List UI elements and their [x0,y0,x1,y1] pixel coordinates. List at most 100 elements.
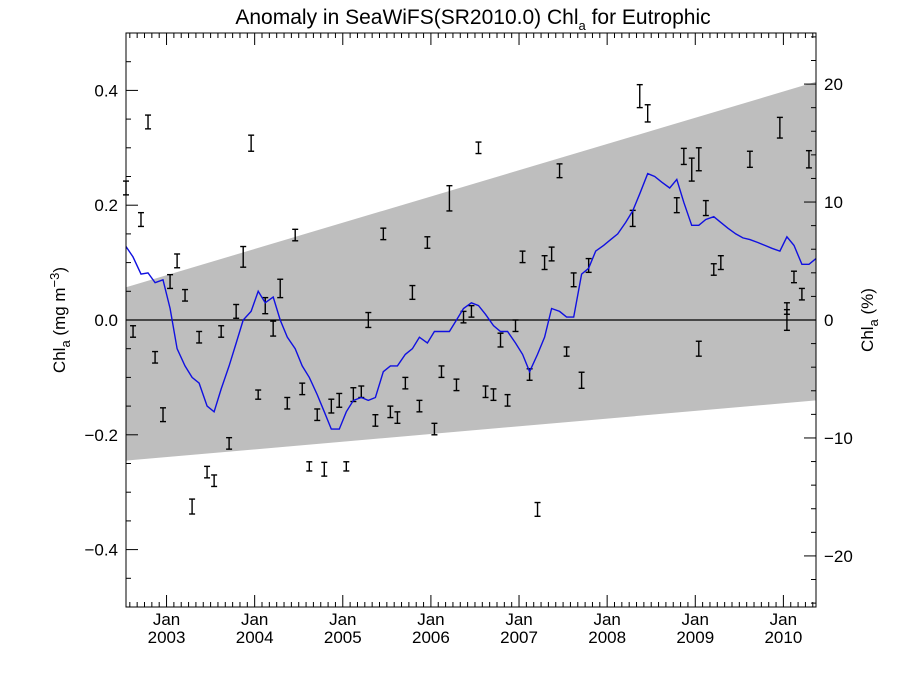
errorbar-point [695,147,702,172]
errorbar-point [292,228,299,242]
errorbar-point [512,319,519,333]
y-left-tick-label: 0.4 [94,81,118,100]
errorbar-point [365,311,372,329]
errorbar-point [233,303,240,319]
x-tick-label-month: Jan [593,610,620,629]
y-axis-left-label: Chla (mg m−3) [47,267,73,373]
x-tick-label-month: Jan [417,610,444,629]
x-tick-label-year: 2004 [236,628,274,647]
line-layer [125,172,817,430]
errorbar-point [137,211,144,228]
errorbar-point [805,149,812,169]
errorbar-point [130,325,137,338]
errorbar-point [548,246,555,262]
errorbar-point [688,157,695,182]
errorbar-point [790,270,797,284]
errorbar-point [717,255,724,271]
x-tick-label-year: 2008 [588,628,626,647]
errorbar-point [167,273,174,290]
trend-band [126,81,816,461]
errorbar-point [585,257,592,274]
y-right-tick-label: 20 [824,75,843,94]
errorbar-point [453,378,460,392]
x-tick-label-year: 2010 [764,628,802,647]
errorbar-point [680,147,687,166]
x-tick-label-month: Jan [505,610,532,629]
errorbar-point [211,474,218,488]
errorbar-point [255,389,262,400]
errorbar-point [490,388,497,402]
errorbar-point [299,382,306,396]
errorbar-point [482,385,489,399]
running-mean-line [125,172,817,430]
errorbar-point [145,114,152,130]
y-left-tick-label: −0.4 [84,541,118,560]
y-left-tick-label: 0.2 [94,196,118,215]
axes-layer: Jan2003Jan2004Jan2005Jan2006Jan2007Jan20… [84,32,853,647]
errorbar-point [174,253,181,269]
x-tick-label-month: Jan [770,610,797,629]
errorbar-point [695,340,702,357]
x-tick-label-year: 2007 [500,628,538,647]
errorbar-layer [123,83,812,518]
errorbar-point [270,320,277,337]
y-right-tick-label: 10 [824,193,843,212]
errorbar-point [746,150,753,169]
errorbar-point [248,134,255,152]
x-tick-label-month: Jan [329,610,356,629]
x-tick-label-month: Jan [682,610,709,629]
errorbar-point [321,461,328,477]
errorbar-point [277,278,284,299]
errorbar-point [636,83,643,109]
errorbar-point [534,501,541,518]
x-tick-label-month: Jan [153,610,180,629]
errorbar-point [416,399,423,413]
errorbar-point [314,408,321,422]
errorbar-point [409,284,416,301]
errorbar-point [394,411,401,425]
errorbar-point [519,250,526,264]
errorbar-point [189,498,196,515]
confidence-band-layer [126,81,816,461]
errorbar-point [372,414,379,427]
errorbar-point [776,116,783,139]
errorbar-point [182,288,189,302]
errorbar-point [387,405,394,419]
errorbar-point [343,461,350,472]
errorbar-point [673,197,680,214]
chart-title: Anomaly in SeaWiFS(SR2010.0) Chla for Eu… [235,6,710,33]
errorbar-point [468,304,475,318]
errorbar-point [336,392,343,408]
errorbar-point [446,184,453,212]
x-tick-label-year: 2003 [148,628,186,647]
errorbar-point [431,422,438,436]
errorbar-point [306,461,313,472]
errorbar-point [380,227,387,241]
errorbar-point [798,287,805,301]
errorbar-point [160,407,167,423]
x-tick-label-year: 2009 [676,628,714,647]
errorbar-point [284,396,291,410]
errorbar-point [556,163,563,179]
errorbar-point [438,365,445,379]
y-axis-right-label: Chla (%) [858,288,881,352]
errorbar-point [152,350,159,364]
y-left-tick-label: 0.0 [94,311,118,330]
y-right-tick-label: −10 [824,429,853,448]
errorbar-point [702,199,709,217]
errorbar-point [783,302,790,315]
errorbar-point [402,376,409,390]
errorbar-point [578,371,585,390]
errorbar-point [570,272,577,288]
errorbar-point [226,436,233,450]
errorbar-point [204,465,211,479]
errorbar-point [710,263,717,276]
errorbar-point [240,245,247,268]
errorbar-point [328,398,335,414]
y-left-tick-label: −0.2 [84,426,118,445]
errorbar-point [475,141,482,155]
errorbar-point [497,332,504,348]
errorbar-point [563,346,570,357]
x-tick-label-year: 2006 [412,628,450,647]
